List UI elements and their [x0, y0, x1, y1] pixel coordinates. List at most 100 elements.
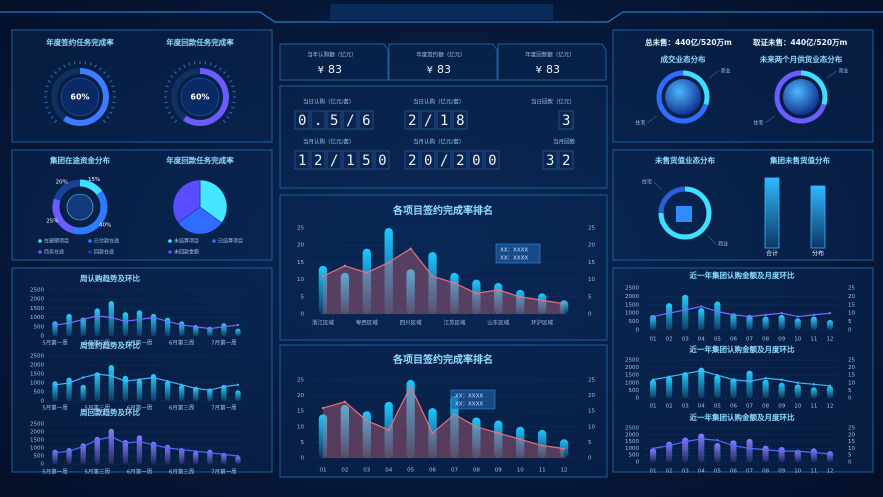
donut-segment [71, 190, 108, 235]
line-point [96, 314, 99, 317]
donut-title: 集团在途资金分布 [49, 155, 110, 165]
gauge-core [60, 77, 100, 117]
bar [136, 310, 143, 336]
chart-title: 近一年集团认购金额及月度环比 [690, 344, 795, 354]
x-tick-label: 06 [730, 404, 737, 410]
gauge-title: 年度回款任务完成率 [166, 37, 234, 47]
panel [612, 149, 874, 261]
x-tick-label: 7月第一周 [211, 404, 237, 412]
x-tick-label: 09 [778, 404, 785, 410]
bar [80, 443, 86, 464]
bar [826, 319, 834, 330]
line-point [81, 445, 85, 448]
x-tick-label: 环沪区域 [531, 319, 554, 327]
bar [179, 448, 185, 464]
line-point [431, 274, 434, 278]
bar [52, 321, 58, 336]
x-tick-label: 05 [407, 468, 414, 474]
line-point [166, 320, 169, 323]
bar [193, 451, 199, 464]
digit-box [326, 110, 342, 130]
bar [714, 442, 721, 462]
sphere [665, 79, 701, 115]
line-point [562, 447, 566, 450]
bar [221, 452, 227, 464]
digit-box [404, 110, 420, 130]
leader [707, 235, 717, 245]
bar [318, 265, 328, 314]
line-point [780, 312, 783, 315]
counter-value: 20/200 [408, 153, 504, 169]
x-tick-label: 03 [682, 337, 689, 343]
gauge-arc [182, 68, 229, 126]
y-tick-label: 1000 [30, 446, 44, 452]
line [322, 247, 565, 305]
bar [666, 441, 673, 462]
y-tick-label: 25 [297, 226, 304, 232]
gauge-scale [174, 71, 177, 74]
chart-title: 各项目签约完成率排名 [392, 353, 493, 366]
x-tick-label: 6月第一周 [127, 468, 153, 476]
gauge-scale [47, 111, 51, 114]
line-point [110, 374, 113, 377]
gauge-label: 60% [190, 93, 209, 102]
line-point [453, 281, 456, 285]
y-tick-label: 1000 [625, 446, 639, 452]
bar [108, 428, 114, 464]
bar [810, 387, 817, 398]
y2-tick-label: 10 [588, 424, 595, 430]
line-point [519, 295, 522, 298]
bar [810, 185, 826, 249]
x-tick-label: 粤西区域 [356, 319, 379, 327]
y2-tick-label: 5 [848, 319, 852, 325]
donut-label: 40% [99, 223, 111, 229]
bar [698, 433, 705, 462]
bar [150, 313, 157, 336]
y2-tick-label: 15 [588, 409, 595, 415]
line-point [667, 375, 671, 378]
line-point [812, 313, 816, 317]
bar [746, 370, 753, 398]
y-tick-label: 500 [629, 319, 640, 325]
legend-label: 住宅 [753, 119, 763, 126]
y-tick-label: 10 [297, 424, 304, 430]
legend-swatch [168, 239, 172, 243]
y2-tick-label: 10 [848, 446, 855, 452]
y-tick-label: 1000 [30, 381, 44, 387]
y2-tick-label: 5 [588, 294, 592, 300]
gauge-scale [209, 62, 212, 66]
x-tick-label: 03 [363, 468, 370, 474]
bar [80, 317, 86, 336]
x-tick-label: 12 [561, 468, 568, 474]
x-tick-label: 02 [666, 337, 673, 343]
line-point [700, 369, 703, 372]
digit-box [558, 110, 574, 130]
counter-label: 当月回款 [553, 138, 576, 146]
bar [136, 435, 143, 464]
bar [649, 379, 657, 398]
line-point [124, 380, 127, 383]
digit-box [542, 150, 558, 170]
line-point [475, 425, 478, 428]
bar [80, 384, 86, 401]
line-point [716, 439, 719, 442]
tooltip [450, 389, 496, 410]
header-frame [0, 11, 883, 23]
line-point [700, 305, 703, 308]
x-tick-label: 07 [746, 404, 753, 410]
x-tick-label: 06 [730, 469, 737, 475]
line-point [110, 435, 113, 438]
chart-title: 近一年集团认购金额及月度环比 [690, 412, 795, 422]
legend-label: 已结算项目 [218, 238, 243, 245]
leader [647, 115, 658, 124]
y-tick-label: 1500 [30, 438, 44, 444]
x-tick-label: 12 [826, 337, 833, 343]
gauge-scale [58, 67, 61, 71]
y-tick-label: 1500 [30, 306, 44, 312]
line-point [748, 315, 751, 318]
digit-box [420, 110, 436, 130]
legend-label: 商业 [721, 68, 731, 75]
gauge-scale [183, 64, 186, 68]
leader [826, 70, 837, 79]
kpi-frame [279, 43, 389, 81]
